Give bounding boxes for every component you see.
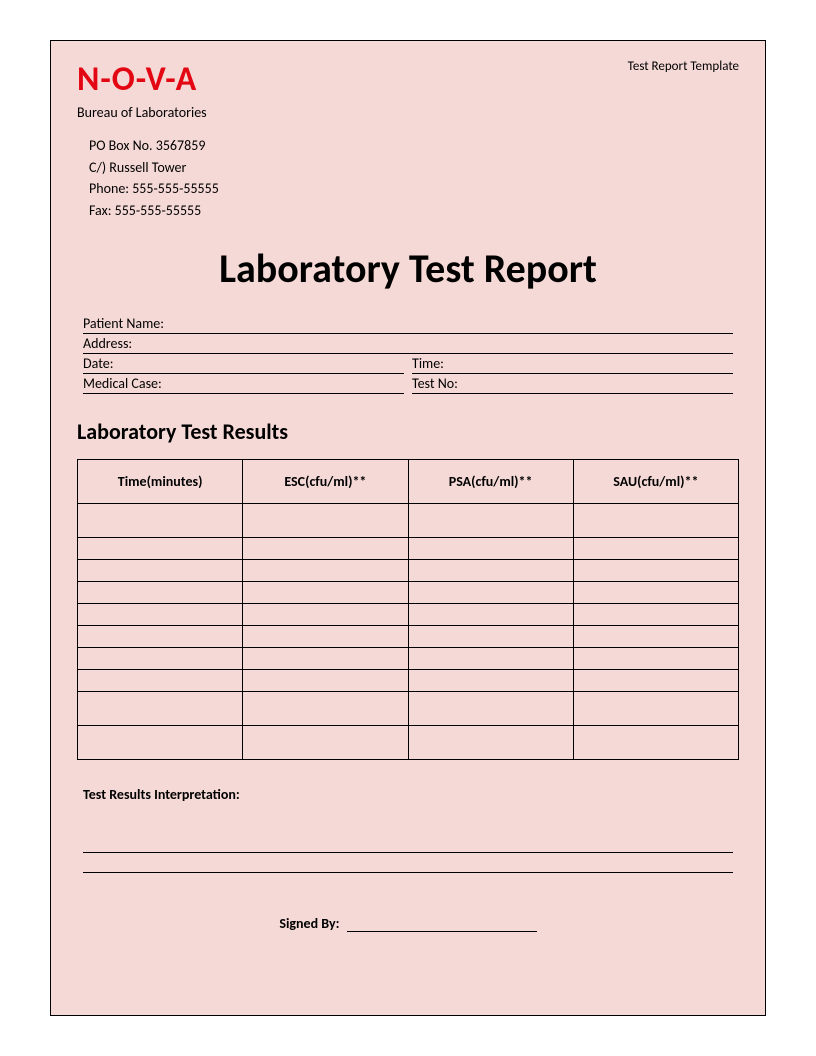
logo: N-O-V-A: [77, 59, 207, 100]
table-cell[interactable]: [573, 725, 738, 759]
interpretation-lines: [83, 833, 733, 873]
patient-name-label: Patient Name:: [83, 315, 167, 332]
address-row: Address:: [83, 335, 733, 354]
main-title: Laboratory Test Report: [77, 244, 739, 293]
medical-case-field: Medical Case:: [83, 375, 404, 394]
table-cell[interactable]: [243, 503, 408, 537]
table-cell[interactable]: [408, 559, 573, 581]
table-cell[interactable]: [243, 581, 408, 603]
table-cell[interactable]: [78, 603, 243, 625]
table-cell[interactable]: [243, 669, 408, 691]
table-cell[interactable]: [573, 647, 738, 669]
signature-line[interactable]: [347, 931, 537, 932]
results-col-header: PSA(cfu/ml)**: [408, 459, 573, 503]
table-row: [78, 581, 739, 603]
table-cell[interactable]: [408, 581, 573, 603]
table-cell[interactable]: [408, 625, 573, 647]
table-row: [78, 725, 739, 759]
header-row: N-O-V-A Bureau of Laboratories Test Repo…: [77, 59, 739, 121]
case-testno-row: Medical Case: Test No:: [83, 375, 733, 394]
table-cell[interactable]: [573, 503, 738, 537]
table-row: [78, 503, 739, 537]
table-cell[interactable]: [573, 691, 738, 725]
table-cell[interactable]: [243, 537, 408, 559]
bureau-label: Bureau of Laboratories: [77, 104, 207, 121]
table-cell[interactable]: [243, 625, 408, 647]
fax: Fax: 555-555-55555: [89, 200, 739, 222]
signed-by-label: Signed By:: [279, 915, 339, 932]
date-field: Date:: [83, 355, 404, 374]
address-value[interactable]: [135, 335, 733, 352]
results-thead: Time(minutes)ESC(cfu/ml)**PSA(cfu/ml)**S…: [78, 459, 739, 503]
table-cell[interactable]: [408, 691, 573, 725]
report-page: N-O-V-A Bureau of Laboratories Test Repo…: [50, 40, 766, 1016]
table-cell[interactable]: [78, 503, 243, 537]
results-header-row: Time(minutes)ESC(cfu/ml)**PSA(cfu/ml)**S…: [78, 459, 739, 503]
table-cell[interactable]: [78, 559, 243, 581]
table-cell[interactable]: [78, 725, 243, 759]
table-cell[interactable]: [573, 603, 738, 625]
table-row: [78, 559, 739, 581]
test-no-field: Test No:: [412, 375, 733, 394]
table-row: [78, 669, 739, 691]
table-cell[interactable]: [573, 625, 738, 647]
interpretation-label: Test Results Interpretation:: [83, 786, 739, 803]
table-cell[interactable]: [78, 625, 243, 647]
time-field: Time:: [412, 355, 733, 374]
template-label: Test Report Template: [628, 59, 739, 74]
table-row: [78, 603, 739, 625]
table-cell[interactable]: [573, 669, 738, 691]
results-col-header: Time(minutes): [78, 459, 243, 503]
results-col-header: ESC(cfu/ml)**: [243, 459, 408, 503]
signature-row: Signed By:: [77, 915, 739, 932]
date-time-row: Date: Time:: [83, 355, 733, 374]
table-cell[interactable]: [243, 603, 408, 625]
table-cell[interactable]: [78, 581, 243, 603]
table-cell[interactable]: [408, 725, 573, 759]
table-row: [78, 647, 739, 669]
table-cell[interactable]: [408, 537, 573, 559]
results-col-header: SAU(cfu/ml)**: [573, 459, 738, 503]
time-label: Time:: [412, 355, 444, 372]
table-cell[interactable]: [78, 647, 243, 669]
results-section-title: Laboratory Test Results: [77, 418, 739, 445]
care-of: C/) Russell Tower: [89, 157, 739, 179]
contact-block: PO Box No. 3567859 C/) Russell Tower Pho…: [89, 135, 739, 222]
table-cell[interactable]: [573, 559, 738, 581]
table-cell[interactable]: [408, 503, 573, 537]
table-cell[interactable]: [78, 669, 243, 691]
results-tbody: [78, 503, 739, 759]
patient-name-row: Patient Name:: [83, 315, 733, 334]
table-cell[interactable]: [243, 725, 408, 759]
table-cell[interactable]: [573, 581, 738, 603]
patient-name-value[interactable]: [167, 315, 733, 332]
table-cell[interactable]: [243, 691, 408, 725]
table-cell[interactable]: [243, 559, 408, 581]
table-cell[interactable]: [78, 691, 243, 725]
date-label: Date:: [83, 355, 113, 372]
address-label: Address:: [83, 335, 135, 352]
table-row: [78, 537, 739, 559]
results-table: Time(minutes)ESC(cfu/ml)**PSA(cfu/ml)**S…: [77, 459, 739, 760]
patient-fields: Patient Name: Address: Date: Time: Medic…: [83, 315, 733, 394]
interpretation-line[interactable]: [83, 853, 733, 873]
table-cell[interactable]: [243, 647, 408, 669]
medical-case-label: Medical Case:: [83, 375, 162, 392]
po-box: PO Box No. 3567859: [89, 135, 739, 157]
phone: Phone: 555-555-55555: [89, 178, 739, 200]
table-cell[interactable]: [408, 647, 573, 669]
table-cell[interactable]: [573, 537, 738, 559]
table-cell[interactable]: [408, 669, 573, 691]
test-no-label: Test No:: [412, 375, 458, 392]
table-row: [78, 625, 739, 647]
header-left: N-O-V-A Bureau of Laboratories: [77, 59, 207, 121]
table-cell[interactable]: [408, 603, 573, 625]
table-row: [78, 691, 739, 725]
interpretation-line[interactable]: [83, 833, 733, 853]
table-cell[interactable]: [78, 537, 243, 559]
